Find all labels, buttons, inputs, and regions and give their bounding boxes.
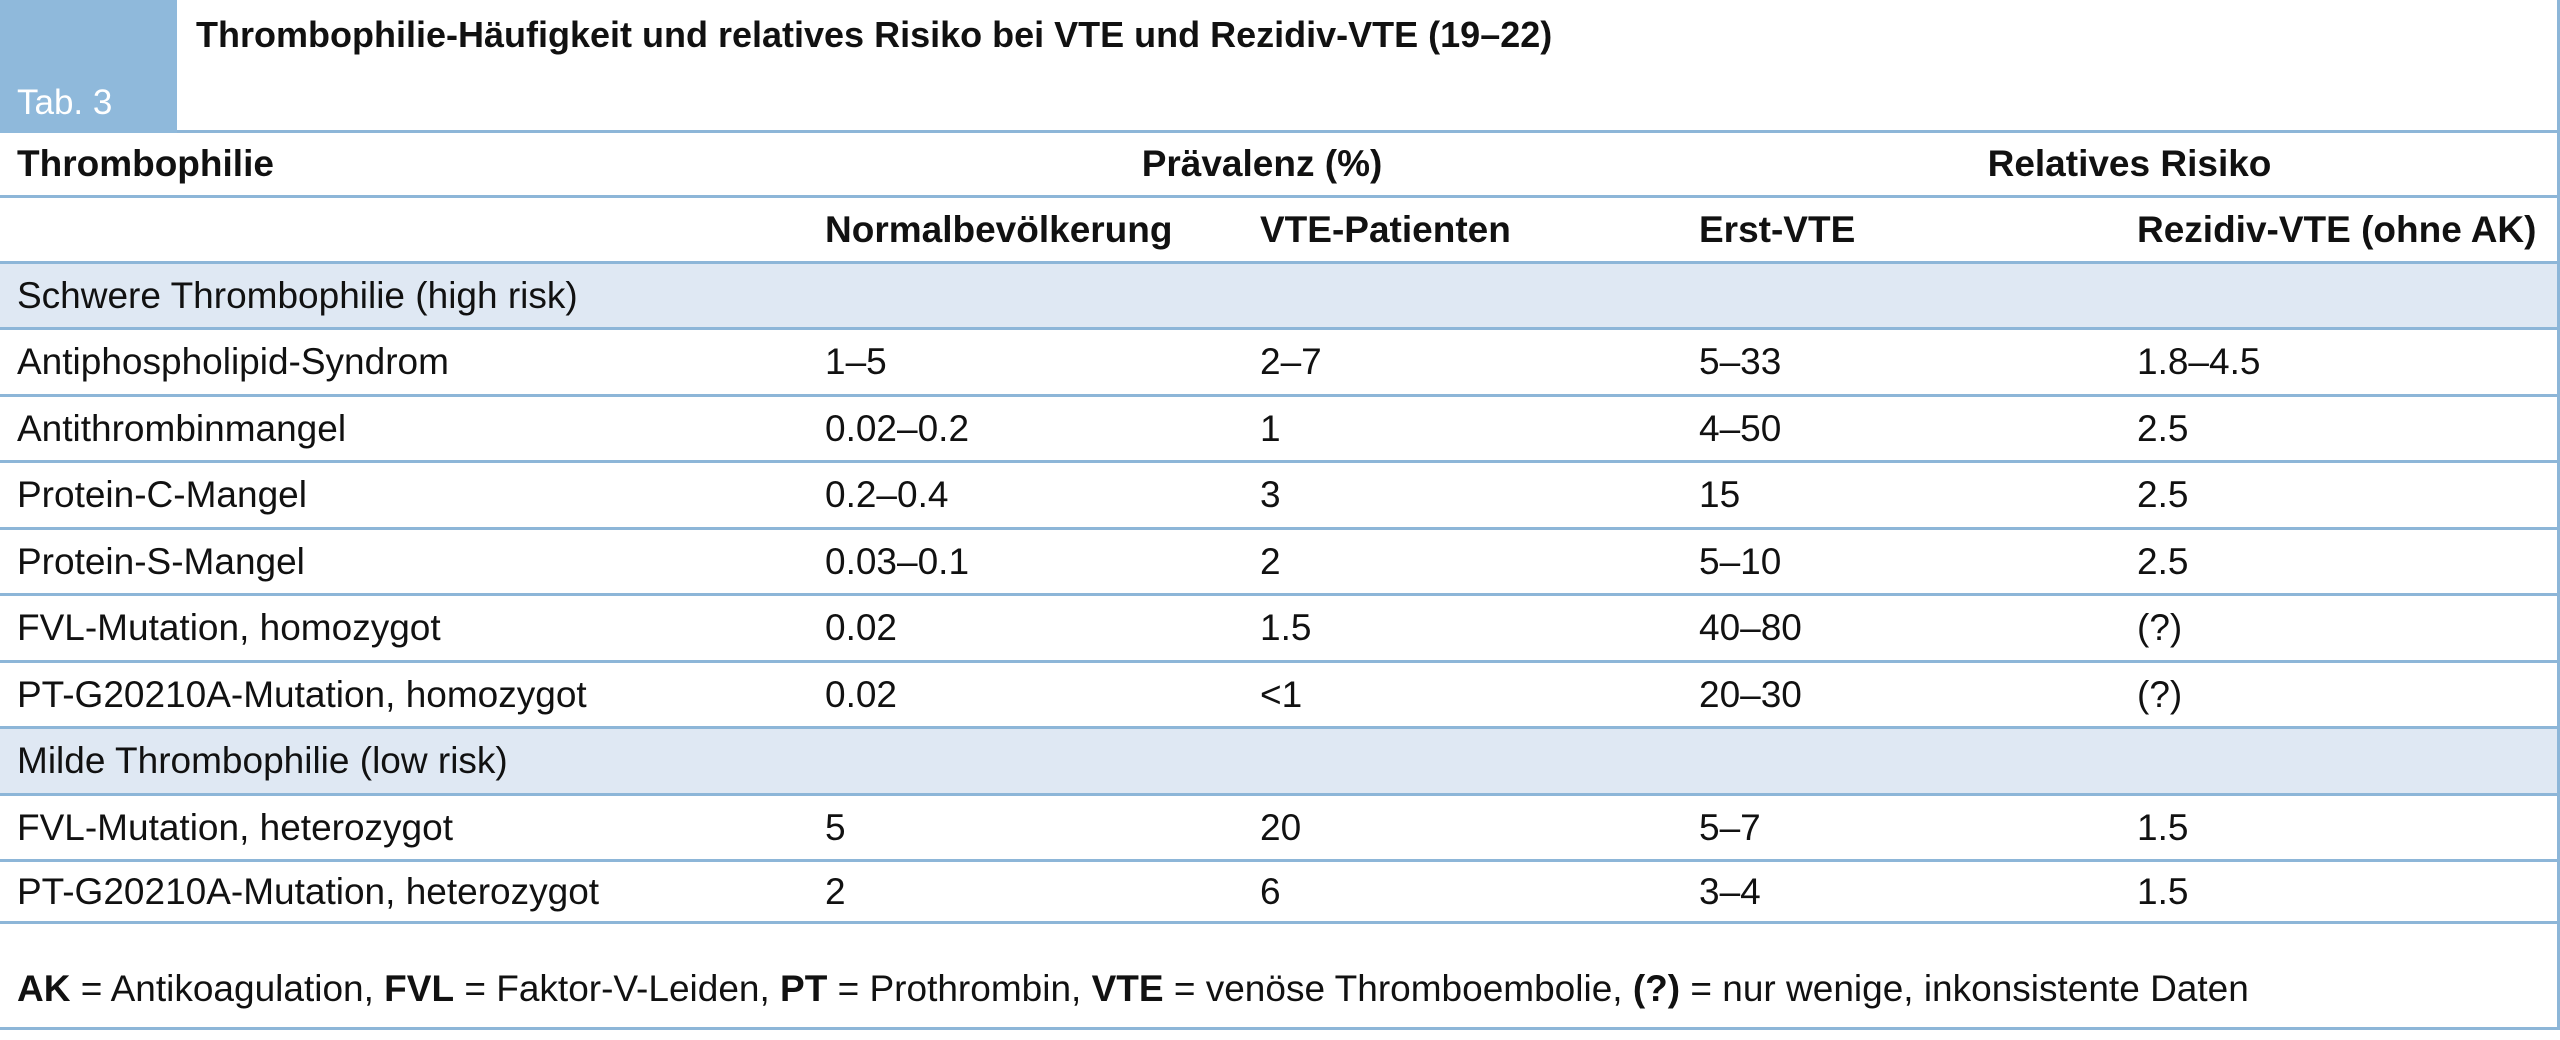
row-name: Protein-S-Mangel xyxy=(17,540,305,582)
cell-normal: 2 xyxy=(825,870,846,912)
footnote-abbr: (?) xyxy=(1632,968,1681,1009)
column-header-thrombophilie: Thrombophilie xyxy=(17,143,274,184)
row-name: PT-G20210A-Mutation, heterozygot xyxy=(17,870,600,912)
section-row-severe: Schwere Thrombophilie (high risk) xyxy=(0,264,2560,330)
table-row: Protein-C-Mangel 0.2–0.4 3 15 2.5 xyxy=(0,463,2560,530)
cell-rezidiv: (?) xyxy=(2137,607,2183,648)
table-row: Antithrombinmangel 0.02–0.2 1 4–50 2.5 xyxy=(0,397,2560,463)
table-row: Antiphospholipid-Syndrom 1–5 2–7 5–33 1.… xyxy=(0,330,2560,397)
title-row: Tab. 3 Thrombophilie-Häufigkeit und rela… xyxy=(0,0,2560,133)
footnote-abbr: FVL xyxy=(384,968,455,1009)
section-row-mild: Milde Thrombophilie (low risk) xyxy=(0,729,2560,796)
cell-erst: 5–10 xyxy=(1699,540,1782,582)
cell-rezidiv: 2.5 xyxy=(2137,540,2189,582)
cell-normal: 0.2–0.4 xyxy=(825,474,949,515)
row-name: Protein-C-Mangel xyxy=(17,474,307,515)
section-qualifier: (high risk) xyxy=(415,274,578,316)
cell-erst: 4–50 xyxy=(1699,407,1782,449)
table-right-border xyxy=(2557,0,2560,1030)
section-title: Schwere Thrombophilie xyxy=(17,274,406,316)
column-group-relative-risk: Relatives Risiko xyxy=(1987,143,2272,184)
table-row: PT-G20210A-Mutation, heterozygot 2 6 3–4… xyxy=(0,862,2560,924)
row-name: FVL-Mutation, heterozygot xyxy=(17,806,453,848)
table-footnote: AK = Antikoagulation, FVL = Faktor-V-Lei… xyxy=(0,924,2560,1030)
footnote-abbr: PT xyxy=(780,968,828,1009)
table-row: FVL-Mutation, heterozygot 5 20 5–7 1.5 xyxy=(0,796,2560,862)
column-header-erst-vte: Erst-VTE xyxy=(1699,208,1856,250)
cell-normal: 0.02 xyxy=(825,607,898,648)
table-row: PT-G20210A-Mutation, homozygot 0.02 <1 2… xyxy=(0,663,2560,729)
cell-vte: 2–7 xyxy=(1260,341,1322,382)
table-number-label: Tab. 3 xyxy=(0,0,177,133)
footnote-abbr: AK xyxy=(17,968,71,1009)
footnote-definition: = venöse Thromboembolie, xyxy=(1163,968,1633,1009)
section-title: Milde Thrombophilie xyxy=(17,740,350,781)
cell-vte: 3 xyxy=(1260,474,1281,515)
cell-erst: 20–30 xyxy=(1699,673,1802,715)
table-row: Protein-S-Mangel 0.03–0.1 2 5–10 2.5 xyxy=(0,530,2560,596)
cell-erst: 5–7 xyxy=(1699,806,1761,848)
cell-normal: 0.02–0.2 xyxy=(825,407,970,449)
footnote-abbr: VTE xyxy=(1091,968,1164,1009)
header-row-groups: Thrombophilie Prävalenz (%) Relatives Ri… xyxy=(0,133,2560,198)
cell-rezidiv: 2.5 xyxy=(2137,474,2189,515)
cell-normal: 1–5 xyxy=(825,341,887,382)
cell-vte: 1 xyxy=(1260,407,1281,449)
cell-vte: <1 xyxy=(1260,673,1303,715)
cell-erst: 5–33 xyxy=(1699,341,1782,382)
cell-normal: 5 xyxy=(825,806,846,848)
cell-rezidiv: 1.5 xyxy=(2137,806,2189,848)
column-header-normal: Normalbevölkerung xyxy=(825,208,1173,250)
cell-rezidiv: 1.8–4.5 xyxy=(2137,341,2261,382)
cell-vte: 2 xyxy=(1260,540,1281,582)
section-label: Schwere Thrombophilie (high risk) xyxy=(17,264,578,327)
cell-erst: 15 xyxy=(1699,474,1741,515)
cell-normal: 0.03–0.1 xyxy=(825,540,970,582)
footnote-text: AK = Antikoagulation, FVL = Faktor-V-Lei… xyxy=(17,968,2249,1010)
row-name: Antiphospholipid-Syndrom xyxy=(17,341,449,382)
cell-vte: 6 xyxy=(1260,870,1281,912)
footnote-definition: = Prothrombin, xyxy=(827,968,1092,1009)
cell-erst: 3–4 xyxy=(1699,870,1761,912)
section-label: Milde Thrombophilie (low risk) xyxy=(17,729,508,793)
column-header-rezidiv-vte: Rezidiv-VTE (ohne AK) xyxy=(2137,208,2537,250)
header-row-subcolumns: Normalbevölkerung VTE-Patienten Erst-VTE… xyxy=(0,198,2560,264)
footnote-definition: = nur wenige, inkonsistente Daten xyxy=(1680,968,2249,1009)
footnote-definition: = Faktor-V-Leiden, xyxy=(454,968,781,1009)
table-row: FVL-Mutation, homozygot 0.02 1.5 40–80 (… xyxy=(0,596,2560,663)
section-qualifier: (low risk) xyxy=(359,740,508,781)
row-name: Antithrombinmangel xyxy=(17,407,347,449)
table-title: Thrombophilie-Häufigkeit und relatives R… xyxy=(196,14,1553,55)
cell-vte: 1.5 xyxy=(1260,607,1312,648)
footnote-definition: = Antikoagulation, xyxy=(70,968,385,1009)
cell-rezidiv: 1.5 xyxy=(2137,870,2189,912)
row-name: FVL-Mutation, homozygot xyxy=(17,607,441,648)
cell-rezidiv: 2.5 xyxy=(2137,407,2189,449)
column-header-vte-patients: VTE-Patienten xyxy=(1260,208,1511,250)
row-name: PT-G20210A-Mutation, homozygot xyxy=(17,673,587,715)
column-group-prevalence: Prävalenz (%) xyxy=(1141,143,1383,184)
cell-vte: 20 xyxy=(1260,806,1302,848)
cell-rezidiv: (?) xyxy=(2137,673,2183,715)
cell-normal: 0.02 xyxy=(825,673,898,715)
cell-erst: 40–80 xyxy=(1699,607,1802,648)
